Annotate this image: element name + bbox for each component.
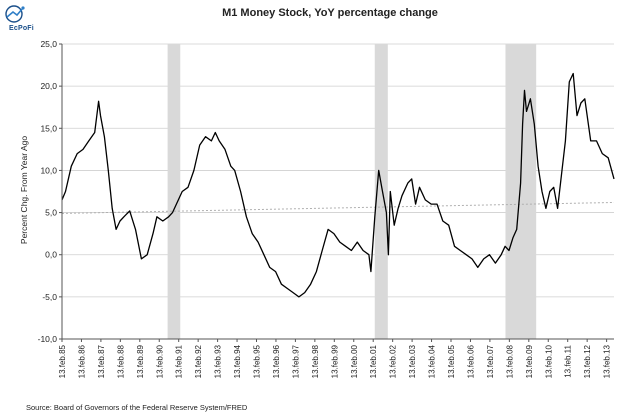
x-tick-label-10: 13.feb.95 [253,344,262,378]
x-tick-label-21: 13.feb.06 [467,344,476,378]
recession-band-2 [505,44,537,339]
x-tick-labels: 13.feb.85 13.feb.86 13.feb.87 13.feb.88 13.f… [58,344,612,378]
x-tick-label-28: 13.feb.13 [603,344,612,378]
x-tick-label-20: 13.feb.05 [447,344,456,378]
y-axis-label: Percent Chg. From Year Ago [19,136,29,244]
x-tick-label-26: 13.feb.11 [564,344,573,377]
x-tick-label-16: 13.feb.01 [369,344,378,378]
x-tick-label-1: 13.feb.86 [78,344,87,378]
y-tick-label-7: 25,0 [40,39,57,49]
chart-title: M1 Money Stock, YoY percentage change [222,7,438,19]
x-tick-label-6: 13.feb.91 [175,344,184,378]
ecpofi-logo: EcPoFi [4,3,38,33]
x-tick-label-27: 13.feb.12 [583,344,592,378]
x-tick-label-2: 13.feb.87 [97,344,106,378]
recession-shading [167,44,537,339]
y-tick-label-3: 5,0 [45,208,57,218]
x-tick-label-22: 13.feb.07 [486,344,495,378]
x-tick-label-13: 13.feb.98 [311,344,320,378]
x-tick-label-11: 13.feb.96 [272,344,281,378]
axes [59,43,614,342]
series-line-0 [61,72,615,298]
y-tick-labels: -10,0 -5,0 0,0 5,0 10,0 15,0 20,0 25,0 [38,39,58,344]
x-tick-label-25: 13.feb.10 [544,344,553,378]
logo-mark-icon [5,5,25,23]
x-tick-label-7: 13.feb.92 [194,344,203,378]
x-tick-label-17: 13.feb.02 [389,344,398,378]
x-tick-label-12: 13.feb.97 [291,344,300,378]
x-tick-label-23: 13.feb.08 [505,344,514,378]
x-tick-label-0: 13.feb.85 [58,344,67,378]
x-tick-label-24: 13.feb.09 [525,344,534,378]
y-tick-label-1: -5,0 [42,292,57,302]
trend-line [61,201,615,214]
x-tick-label-9: 13.feb.94 [233,344,242,378]
recession-band-1 [374,44,388,339]
x-tick-label-5: 13.feb.90 [155,344,164,378]
y-tick-label-0: -10,0 [38,334,58,344]
x-tick-label-4: 13.feb.89 [136,344,145,378]
recession-band-0 [167,44,181,339]
source-note: Source: Board of Governors of the Federa… [26,403,248,412]
x-tick-label-18: 13.feb.03 [408,344,417,378]
y-tick-label-2: 0,0 [45,250,57,260]
logo-text: EcPoFi [9,25,34,32]
x-tick-label-8: 13.feb.93 [214,344,223,378]
x-tick-label-14: 13.feb.99 [330,344,339,378]
series-layer [61,72,615,298]
y-tick-label-4: 10,0 [40,165,57,175]
y-tick-label-5: 15,0 [40,123,57,133]
x-tick-label-19: 13.feb.04 [428,344,437,378]
x-tick-label-15: 13.feb.00 [350,344,359,378]
y-tick-label-6: 20,0 [40,81,57,91]
x-tick-label-3: 13.feb.88 [116,344,125,378]
